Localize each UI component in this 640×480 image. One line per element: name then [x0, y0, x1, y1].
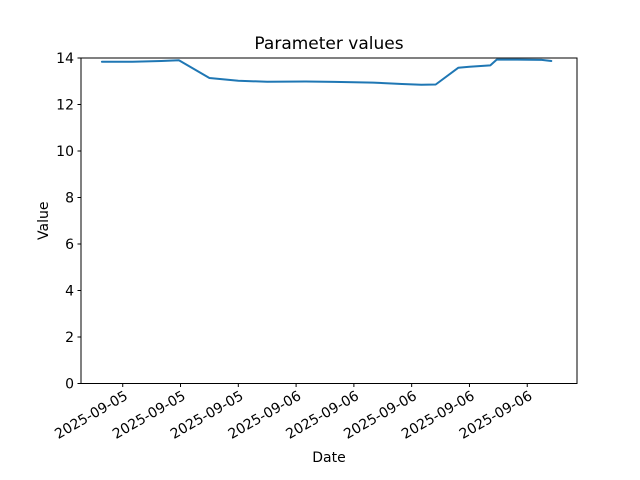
data-line-series [100, 58, 553, 86]
y-tick-label: 10 [56, 144, 74, 160]
y-tick-label: 8 [65, 190, 74, 206]
plot-area-border [80, 57, 578, 384]
y-axis-label: Value [36, 202, 52, 240]
series-group [100, 58, 553, 86]
y-tick-label: 14 [56, 51, 74, 67]
x-axis-label: Date [312, 450, 345, 466]
y-tick-label: 12 [56, 97, 74, 113]
chart-title: Parameter values [254, 34, 403, 54]
y-tick-label: 0 [65, 376, 74, 392]
y-tick-label: 6 [65, 237, 74, 253]
y-tick-label: 2 [65, 330, 74, 346]
y-tick-label: 4 [65, 283, 74, 299]
